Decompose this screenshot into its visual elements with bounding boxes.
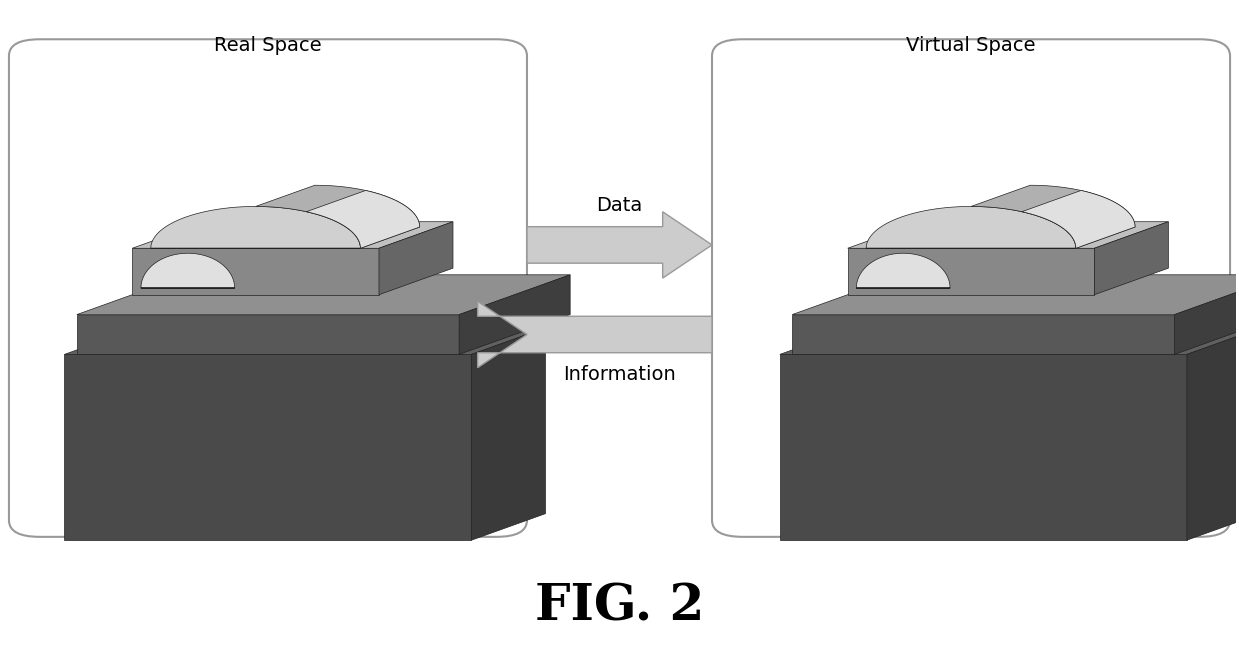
Text: Data: Data xyxy=(596,195,643,215)
Polygon shape xyxy=(1187,328,1239,540)
Polygon shape xyxy=(527,212,712,278)
Text: Real Space: Real Space xyxy=(214,36,322,56)
Polygon shape xyxy=(792,314,1175,355)
Polygon shape xyxy=(255,185,420,248)
Polygon shape xyxy=(792,275,1239,314)
Polygon shape xyxy=(478,301,712,368)
Text: FIG. 2: FIG. 2 xyxy=(535,582,704,631)
FancyBboxPatch shape xyxy=(9,39,527,537)
Polygon shape xyxy=(379,221,453,294)
Polygon shape xyxy=(847,248,1094,294)
Polygon shape xyxy=(779,328,1239,355)
Polygon shape xyxy=(133,221,453,248)
Polygon shape xyxy=(133,248,379,294)
Polygon shape xyxy=(866,207,1075,248)
Polygon shape xyxy=(971,185,1135,248)
Polygon shape xyxy=(77,275,570,314)
Polygon shape xyxy=(1094,221,1168,294)
Polygon shape xyxy=(151,207,361,248)
Polygon shape xyxy=(472,328,545,540)
FancyBboxPatch shape xyxy=(712,39,1230,537)
Polygon shape xyxy=(1022,191,1135,248)
Polygon shape xyxy=(779,355,1187,540)
Polygon shape xyxy=(77,314,460,355)
Polygon shape xyxy=(64,328,545,355)
Text: Virtual Space: Virtual Space xyxy=(906,36,1036,56)
Polygon shape xyxy=(460,275,570,355)
Polygon shape xyxy=(306,191,420,248)
Polygon shape xyxy=(1175,275,1239,355)
Text: Information: Information xyxy=(563,365,676,384)
Polygon shape xyxy=(141,254,234,288)
Polygon shape xyxy=(847,221,1168,248)
Polygon shape xyxy=(856,254,950,288)
Polygon shape xyxy=(64,355,472,540)
